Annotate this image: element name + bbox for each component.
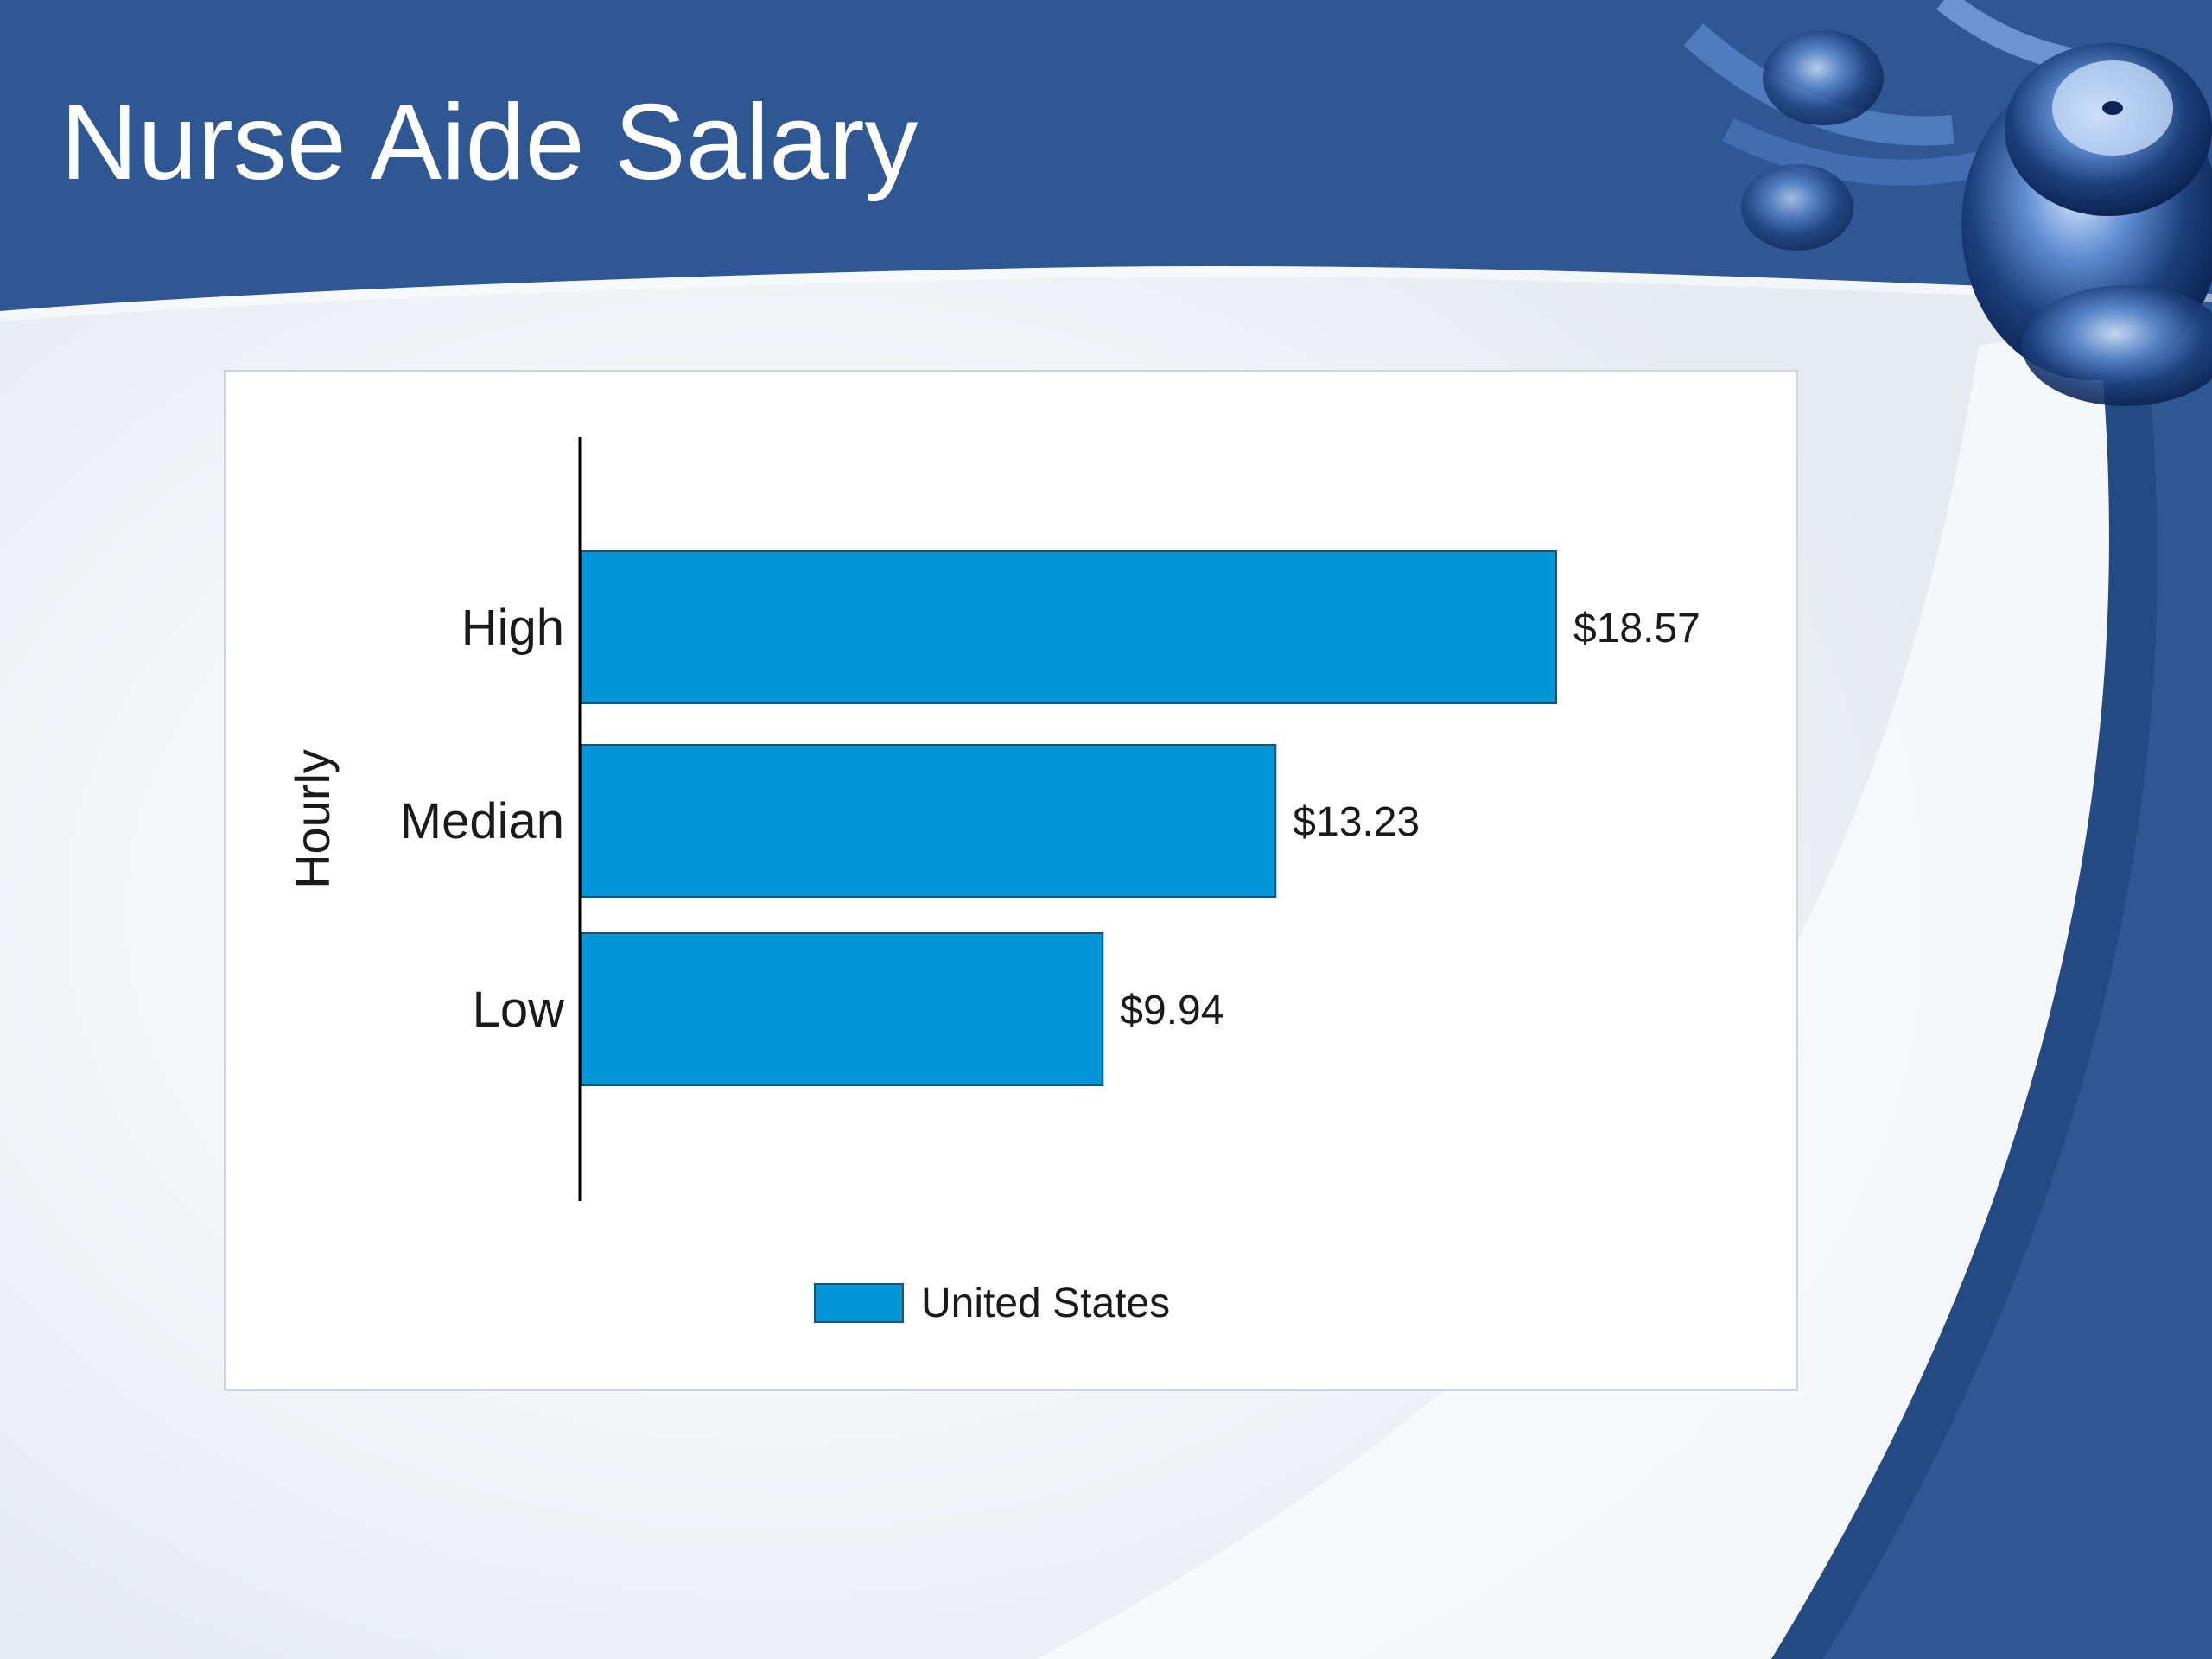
bar-median [580, 744, 1277, 898]
stethoscope-image [1683, 0, 2212, 406]
category-label-low: Low [473, 982, 566, 1038]
chart-panel: High $18.57 Median $13.23 Low $9.94 Hourly Un… [224, 370, 1798, 1391]
y-axis-title: Hourly [285, 749, 340, 889]
value-label-median: $13.23 [1293, 799, 1420, 845]
bar-high [580, 550, 1557, 704]
value-label-high: $18.57 [1573, 606, 1700, 652]
bar-low [580, 932, 1104, 1086]
bars-layer: High $18.57 Median $13.23 Low $9.94 [400, 550, 1700, 1086]
legend-swatch [814, 1283, 904, 1323]
category-label-median: Median [400, 793, 564, 849]
value-label-low: $9.94 [1120, 988, 1224, 1033]
category-label-high: High [461, 600, 564, 656]
bar-chart: High $18.57 Median $13.23 Low $9.94 Hourly Un… [285, 437, 1700, 1326]
legend-label: United States [921, 1281, 1170, 1326]
legend: United States [814, 1281, 1170, 1326]
slide-title: Nurse Aide Salary [60, 83, 918, 202]
